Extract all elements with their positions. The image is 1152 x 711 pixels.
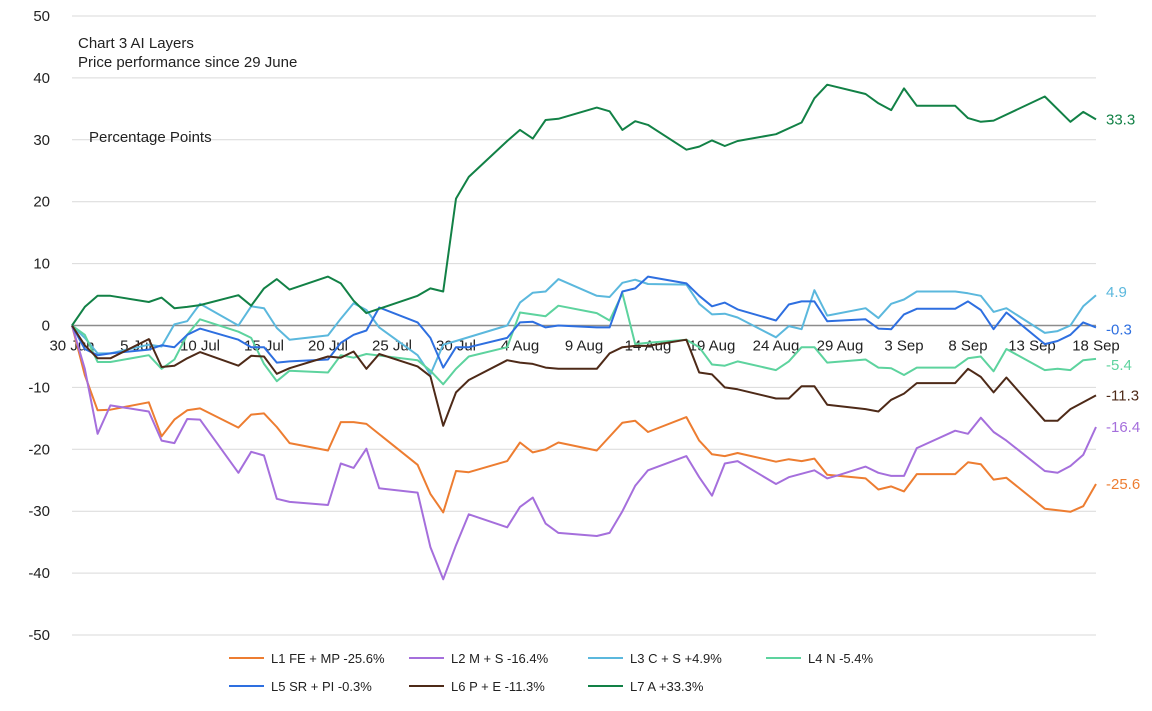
y-tick-label: 50 bbox=[33, 8, 50, 25]
y-tick-label: -30 bbox=[28, 503, 50, 520]
chart-title: Chart 3 AI Layers bbox=[78, 35, 194, 52]
legend-label: L6 P + E -11.3% bbox=[451, 679, 545, 694]
x-tick-label: 8 Sep bbox=[948, 338, 987, 355]
x-tick-label: 4 Aug bbox=[501, 338, 539, 355]
series-end-label: -11.3 bbox=[1106, 387, 1139, 404]
legend-label: L7 A +33.3% bbox=[630, 679, 704, 694]
legend-label: L1 FE + MP -25.6% bbox=[271, 651, 385, 666]
series-end-label: -16.4 bbox=[1106, 419, 1140, 436]
x-tick-label: 20 Jul bbox=[308, 338, 348, 355]
x-tick-label: 3 Sep bbox=[884, 338, 923, 355]
x-tick-label: 24 Aug bbox=[753, 338, 800, 355]
x-tick-label: 29 Aug bbox=[817, 338, 864, 355]
y-axis-ticks: 50 40 30 20 10 0 -10 -20 -30 -40 -50 bbox=[28, 8, 50, 644]
x-axis-ticks: 30 Jun 5 Jul 10 Jul 15 Jul 20 Jul 25 Jul 30 Ju… bbox=[49, 338, 1119, 355]
x-tick-label: 18 Sep bbox=[1072, 338, 1120, 355]
series-end-labels: -25.6 -16.4 4.9 -5.4 -0.3 -11.3 33.3 bbox=[1106, 111, 1140, 493]
series-lines bbox=[71, 83, 1097, 581]
x-tick-label: 13 Sep bbox=[1008, 338, 1056, 355]
series-line bbox=[71, 325, 1097, 514]
x-tick-label: 25 Jul bbox=[372, 338, 412, 355]
x-tick-label: 10 Jul bbox=[180, 338, 220, 355]
series-end-label: 4.9 bbox=[1106, 284, 1127, 301]
y-axis-label: Percentage Points bbox=[89, 129, 212, 146]
y-tick-label: -40 bbox=[28, 565, 50, 582]
series-end-label: -5.4 bbox=[1106, 357, 1132, 374]
y-tick-label: 0 bbox=[42, 318, 50, 335]
x-tick-label: 9 Aug bbox=[565, 338, 603, 355]
y-tick-label: -50 bbox=[28, 627, 50, 644]
series-line bbox=[71, 324, 1097, 427]
legend-label: L2 M + S -16.4% bbox=[451, 651, 549, 666]
y-tick-label: 10 bbox=[33, 256, 50, 273]
chart-subtitle: Price performance since 29 June bbox=[78, 54, 297, 71]
series-line bbox=[71, 83, 1097, 327]
gridlines bbox=[72, 15, 1096, 636]
legend-label: L3 C + S +4.9% bbox=[630, 651, 722, 666]
series-line bbox=[71, 292, 1097, 386]
legend: L1 FE + MP -25.6% L2 M + S -16.4% L3 C + S… bbox=[229, 651, 873, 694]
series-end-label: -25.6 bbox=[1106, 476, 1140, 493]
legend-label: L4 N -5.4% bbox=[808, 651, 873, 666]
series-line bbox=[71, 325, 1097, 581]
y-tick-label: 20 bbox=[33, 194, 50, 211]
series-line bbox=[71, 278, 1097, 376]
x-tick-label: 30 Jul bbox=[436, 338, 476, 355]
y-tick-label: 30 bbox=[33, 132, 50, 149]
y-tick-label: 40 bbox=[33, 70, 50, 87]
y-tick-label: -20 bbox=[28, 441, 50, 458]
series-end-label: -0.3 bbox=[1106, 321, 1132, 338]
y-tick-label: -10 bbox=[28, 379, 50, 396]
series-line bbox=[71, 275, 1097, 369]
legend-label: L5 SR + PI -0.3% bbox=[271, 679, 372, 694]
series-end-label: 33.3 bbox=[1106, 111, 1135, 128]
